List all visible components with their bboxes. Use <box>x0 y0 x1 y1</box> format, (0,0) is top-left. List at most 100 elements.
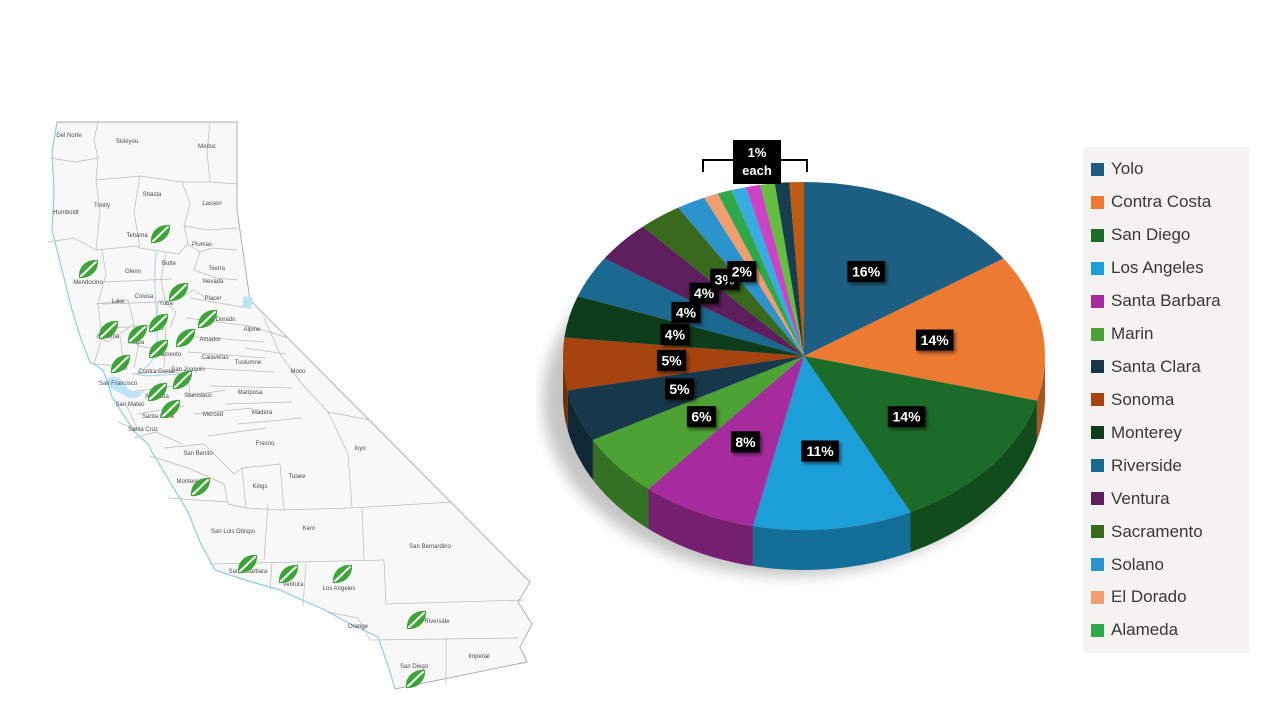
callout-1pct-each: 1% each <box>702 140 808 184</box>
pie-label-yolo: 16% <box>852 263 881 279</box>
county-label-los-angeles: Los Angeles <box>323 586 356 592</box>
pie-label-box <box>671 301 701 323</box>
county-label-colusa: Colusa <box>135 294 154 300</box>
legend-item-monterey[interactable]: Monterey <box>1083 423 1249 443</box>
pie-wall-santa-barbara <box>648 488 753 566</box>
pie-label-box <box>727 260 757 282</box>
pie-slice-one-percent[interactable] <box>789 181 804 356</box>
pie-wall-san-diego <box>910 400 1037 553</box>
legend-swatch <box>1091 294 1104 308</box>
legend-item-santa-clara[interactable]: Santa Clara <box>1083 357 1249 377</box>
legend-swatch <box>1091 590 1104 604</box>
county-label-monterey: Monterey <box>176 479 201 485</box>
legend-label: Riverside <box>1111 455 1182 475</box>
legend-label: San Diego <box>1111 225 1191 245</box>
pie-slice-one-percent[interactable] <box>774 182 804 356</box>
legend-label: Solano <box>1111 554 1164 574</box>
legend-label: El Dorado <box>1111 587 1187 607</box>
pie-label-solano: 2% <box>732 263 753 279</box>
legend-item-alameda[interactable]: Alameda <box>1083 620 1249 640</box>
legend-label: Sonoma <box>1111 389 1175 409</box>
pie-slice-one-percent[interactable] <box>745 184 804 356</box>
legend-item-el-dorado[interactable]: El Dorado <box>1083 587 1249 607</box>
callout-bracket <box>702 159 808 172</box>
pie-wall-los-angeles <box>752 512 911 570</box>
county-label-amador: Amador <box>199 337 220 343</box>
pie-label-box <box>847 260 885 282</box>
legend-item-sonoma[interactable]: Sonoma <box>1083 390 1249 410</box>
legend-item-yolo[interactable]: Yolo <box>1083 159 1249 179</box>
pie-slice-san-diego[interactable] <box>804 356 1037 513</box>
legend-item-sacramento[interactable]: Sacramento <box>1083 522 1249 542</box>
county-label-fresno: Fresno <box>256 441 275 447</box>
county-label-madera: Madera <box>252 410 273 416</box>
legend-item-san-diego[interactable]: San Diego <box>1083 225 1249 245</box>
pie-label-contra-costa: 14% <box>921 332 950 348</box>
pie-label-monterey: 4% <box>665 326 686 342</box>
county-label-sierra: Sierra <box>209 266 226 272</box>
callout-line1: 1% <box>748 145 767 160</box>
coastline <box>51 121 396 690</box>
pie-slice-one-percent[interactable] <box>731 187 804 356</box>
legend-item-santa-barbara[interactable]: Santa Barbara <box>1083 291 1249 311</box>
county-label-san-luis-obispo: San Luis Obispo <box>211 529 256 535</box>
legend-item-los-angeles[interactable]: Los Angeles <box>1083 258 1249 278</box>
pie-slice-alameda[interactable] <box>717 190 804 356</box>
legend-swatch <box>1091 228 1104 242</box>
county-label-alpine: Alpine <box>244 327 261 333</box>
legend-label: Alameda <box>1111 620 1179 640</box>
county-label-yuba: Yuba <box>159 301 173 307</box>
county-label-modoc: Modoc <box>198 144 216 150</box>
pie-walls <box>563 356 1045 570</box>
county-label-mendocino: Mendocino <box>73 280 103 286</box>
legend-item-marin[interactable]: Marin <box>1083 324 1249 344</box>
pie-label-santa-clara: 5% <box>669 381 690 397</box>
county-label-del-norte: Del Norte <box>56 133 82 139</box>
pie-label-box <box>665 378 695 400</box>
county-label-lassen: Lassen <box>202 201 221 207</box>
pie-label-santa-barbara: 8% <box>735 434 756 450</box>
california-county-map: Del Norte Siskiyou Modoc Humboldt Trinity Sha… <box>40 112 540 712</box>
county-label-san-bernardino: San Bernardino <box>409 544 451 550</box>
pie-label-marin: 6% <box>691 409 712 425</box>
pie-label-box <box>801 440 839 462</box>
county-label-merced: Merced <box>203 412 223 418</box>
pie-wall-santa-clara <box>567 390 593 480</box>
legend-swatch <box>1091 525 1104 539</box>
legend-swatch <box>1091 195 1104 209</box>
county-label-orange: Orange <box>348 624 369 630</box>
callout-box <box>733 140 781 184</box>
sf-bay <box>106 376 144 399</box>
pie-slice-one-percent[interactable] <box>760 183 804 356</box>
lake-tahoe <box>242 296 253 309</box>
county-label-mariposa: Mariposa <box>238 390 263 396</box>
county-label-ventura: Ventura <box>283 582 304 588</box>
pie-wall-sonoma <box>563 356 568 431</box>
county-label-san-benito: San Benito <box>183 451 213 457</box>
legend-item-riverside[interactable]: Riverside <box>1083 456 1249 476</box>
pie-label-box <box>730 431 760 453</box>
county-label-calaveras: Calaveras <box>201 355 228 361</box>
pie-slice-santa-barbara[interactable] <box>648 356 805 526</box>
legend-label: Los Angeles <box>1111 258 1204 278</box>
county-label-tulare: Tulare <box>289 474 306 480</box>
legend-item-ventura[interactable]: Ventura <box>1083 489 1249 509</box>
county-label-sacramento: Sacramento <box>149 352 182 358</box>
legend-item-contra-costa[interactable]: Contra Costa <box>1083 192 1249 212</box>
chart-legend: Yolo Contra Costa San Diego Los Angeles Sant… <box>1083 147 1249 653</box>
legend-label: Marin <box>1111 324 1154 344</box>
legend-swatch <box>1091 492 1104 506</box>
pie-label-box <box>657 349 687 371</box>
county-label-stanislaus: Stanislaus <box>184 393 212 399</box>
county-label-plumas: Plumas <box>192 242 212 248</box>
legend-item-solano[interactable]: Solano <box>1083 555 1249 575</box>
county-label-san-diego: San Diego <box>400 664 429 670</box>
pie-label-los-angeles: 11% <box>807 443 835 459</box>
county-label-napa: Napa <box>130 340 145 346</box>
legend-label: Santa Barbara <box>1111 291 1221 311</box>
pie-label-ventura: 4% <box>694 285 715 301</box>
pie-label-riverside: 4% <box>676 304 697 320</box>
pie-slice-yolo[interactable] <box>804 182 1004 356</box>
county-label-santa-cruz: Santa Cruz <box>128 427 158 433</box>
legend-swatch <box>1091 426 1104 440</box>
